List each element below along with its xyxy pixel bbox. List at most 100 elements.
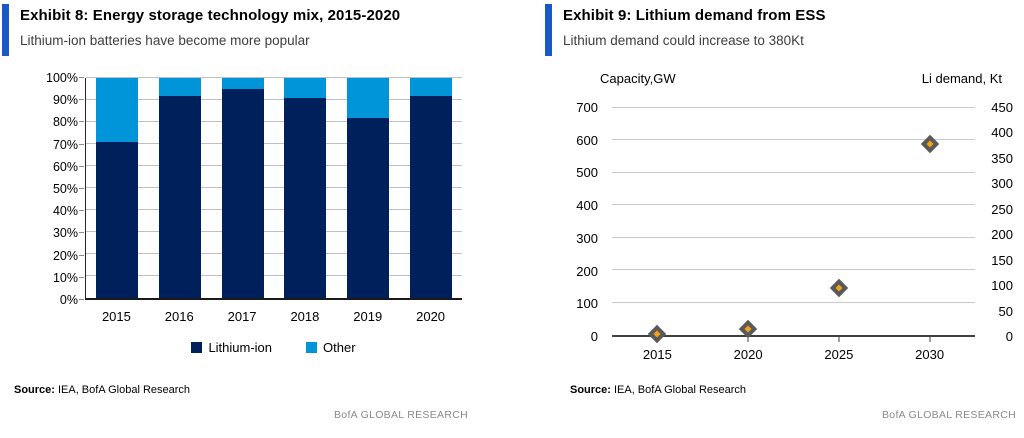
- exhibit-subtitle: Lithium demand could increase to 380Kt: [563, 33, 804, 48]
- y-axis-tick: [79, 299, 84, 300]
- y-axis-tick: [79, 165, 84, 167]
- bar-segment-other: [347, 78, 389, 118]
- y-axis-tick-label: 40%: [52, 204, 78, 219]
- data-point-core: [835, 284, 843, 292]
- x-axis-label: 2015: [101, 309, 131, 324]
- data-point-2020: [738, 319, 758, 338]
- gridline: [86, 77, 462, 78]
- gridline: [86, 231, 462, 232]
- legend-swatch-other: [306, 342, 318, 353]
- exhibit-8-header: Exhibit 8: Energy storage technology mix…: [2, 4, 470, 56]
- x-axis-label: 2019: [353, 309, 383, 324]
- right-axis-tick-label: 50: [998, 303, 1013, 319]
- y-axis-tick-label: 0%: [59, 293, 78, 307]
- gridline: [612, 236, 975, 238]
- right-axis-tick-label: 450: [991, 100, 1013, 115]
- y-axis-tick-label: 30%: [52, 226, 78, 241]
- gridline: [86, 165, 462, 166]
- x-axis-tick: [747, 337, 749, 342]
- accent-bar: [545, 4, 552, 56]
- exhibit-9-panel: Exhibit 9: Lithium demand from ESS Lithi…: [545, 4, 1018, 436]
- bar-2020: [409, 78, 452, 298]
- bar-segment-lithium-ion: [409, 95, 452, 298]
- y-axis-tick: [79, 232, 84, 234]
- header-text: Exhibit 8: Energy storage technology mix…: [9, 4, 400, 56]
- y-axis-tick-label: 80%: [52, 115, 78, 130]
- gridline: [612, 107, 975, 108]
- legend: Lithium-ion Other: [85, 340, 462, 355]
- gridline: [86, 143, 462, 144]
- x-axis-label: 2018: [290, 309, 320, 324]
- x-axis-label: 2025: [824, 347, 854, 362]
- accent-bar: [2, 4, 9, 56]
- source-label: Source:: [570, 384, 611, 396]
- x-axis-label: 2030: [915, 347, 945, 362]
- gridline: [612, 171, 975, 173]
- bar-segment-other: [96, 78, 139, 142]
- y-axis-tick: [79, 210, 84, 212]
- exhibit-title: Exhibit 8: Energy storage technology mix…: [20, 7, 401, 24]
- gridline: [86, 275, 462, 276]
- right-axis-tick-label: 350: [991, 150, 1013, 166]
- exhibit-subtitle: Lithium-ion batteries have become more p…: [20, 33, 310, 48]
- y-axis-tick: [79, 99, 84, 101]
- y-axis-tick-label: 100%: [46, 71, 78, 85]
- left-axis-tick-label: 700: [576, 100, 598, 115]
- gridline: [612, 269, 975, 271]
- bar-2016: [159, 78, 201, 298]
- bar-segment-other: [409, 78, 452, 96]
- exhibit-8-panel: Exhibit 8: Energy storage technology mix…: [2, 4, 470, 436]
- y-axis-tick: [79, 121, 84, 123]
- source-text: IEA, BofA Global Research: [57, 384, 191, 396]
- left-axis-tick-label: 600: [576, 132, 598, 148]
- data-point-core: [653, 330, 661, 338]
- scatter-left-labels: 0 100 200 300 400 500 600 700: [553, 100, 598, 344]
- left-axis-tick-label: 0: [590, 329, 598, 344]
- gridline: [86, 209, 462, 210]
- legend-label: Other: [323, 340, 356, 355]
- gridline: [86, 187, 462, 188]
- bofa-footer: BofA GLOBAL RESEARCH: [334, 409, 468, 421]
- x-axis-label: 2016: [164, 309, 194, 324]
- right-axis-tick-label: 100: [991, 278, 1013, 294]
- y-axis-tick: [79, 143, 84, 145]
- data-point-2030: [920, 134, 939, 153]
- source-line: Source: IEA, BofA Global Research: [570, 384, 746, 396]
- right-axis-tick-label: 400: [991, 125, 1013, 141]
- gridline: [612, 301, 975, 303]
- header-text: Exhibit 9: Lithium demand from ESS Lithi…: [552, 4, 826, 56]
- bar-segment-lithium-ion: [159, 95, 201, 298]
- bar-segment-lithium-ion: [347, 117, 389, 298]
- gridline: [86, 99, 462, 100]
- legend-label: Lithium-ion: [208, 340, 273, 355]
- right-axis-title: Li demand, Kt: [921, 71, 1002, 86]
- left-axis-tick-label: 500: [576, 165, 598, 181]
- y-axis-tick: [79, 188, 84, 189]
- gridline: [86, 253, 462, 254]
- data-point-core: [744, 324, 752, 333]
- y-axis-tick-label: 20%: [52, 248, 78, 263]
- gridline: [612, 139, 975, 141]
- bar-segment-other: [159, 78, 201, 96]
- left-axis-tick-label: 400: [576, 198, 598, 214]
- bar-2019: [347, 78, 389, 298]
- bar-2018: [284, 78, 327, 298]
- x-axis-label: 2020: [416, 309, 446, 324]
- right-axis-tick-label: 150: [991, 252, 1013, 268]
- bofa-footer: BofA GLOBAL RESEARCH: [882, 409, 1016, 421]
- bar-chart-xlabels: 2015 2016 2017 2018 2019 2020: [85, 309, 462, 325]
- left-axis-tick-label: 300: [576, 230, 598, 246]
- legend-swatch-lithium-ion: [191, 342, 203, 353]
- bar-segment-other: [221, 78, 264, 89]
- data-point-core: [926, 140, 934, 148]
- right-axis-tick-label: 0: [1005, 329, 1013, 344]
- right-axis-tick-label: 200: [991, 227, 1013, 243]
- source-label: Source:: [14, 384, 55, 396]
- legend-item-other: Other: [306, 340, 356, 355]
- right-axis-tick-label: 300: [991, 176, 1013, 192]
- right-axis-tick-label: 250: [991, 201, 1013, 217]
- y-axis-tick-label: 10%: [52, 270, 78, 285]
- x-axis-tick: [929, 337, 931, 342]
- y-axis-tick-label: 70%: [52, 137, 78, 152]
